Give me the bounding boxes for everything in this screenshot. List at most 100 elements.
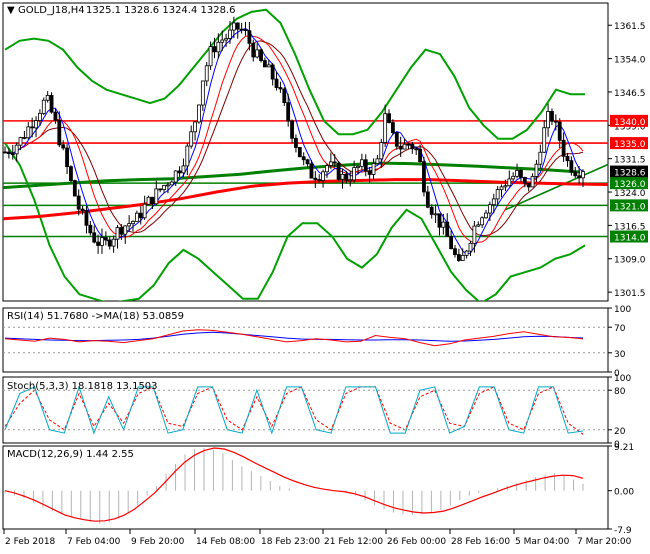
candle-body[interactable] [282, 88, 287, 104]
candle-body[interactable] [92, 232, 97, 243]
candle-body[interactable] [127, 223, 132, 227]
candle-body[interactable] [456, 254, 461, 261]
candle-body[interactable] [317, 179, 322, 181]
candle-body[interactable] [88, 224, 93, 234]
candle-body[interactable] [57, 119, 62, 146]
candle-body[interactable] [286, 102, 291, 122]
candle-body[interactable] [119, 227, 124, 235]
main-pane[interactable] [2, 2, 609, 302]
candle-body[interactable] [212, 46, 217, 53]
candle-body[interactable] [379, 142, 384, 160]
candle-body[interactable] [197, 104, 201, 123]
candle-body[interactable] [84, 209, 89, 226]
candle-body[interactable] [441, 221, 446, 228]
candle-body[interactable] [208, 46, 213, 67]
candle-body[interactable] [231, 22, 236, 31]
candle-body[interactable] [301, 156, 306, 161]
candle-body[interactable] [41, 99, 46, 114]
candle-body[interactable] [49, 95, 54, 113]
candle-body[interactable] [394, 132, 399, 147]
candle-body[interactable] [193, 121, 197, 133]
candle-body[interactable] [220, 39, 225, 43]
candle-body[interactable] [383, 113, 388, 143]
candle-body[interactable] [3, 151, 7, 154]
candle-body[interactable] [181, 165, 186, 174]
candle-body[interactable] [519, 170, 523, 178]
candle-body[interactable] [480, 217, 485, 226]
candle-body[interactable] [538, 151, 543, 165]
candle-body[interactable] [391, 122, 395, 134]
candle-body[interactable] [433, 213, 438, 216]
candle-body[interactable] [418, 148, 422, 163]
candle-body[interactable] [577, 175, 582, 179]
candle-body[interactable] [96, 241, 101, 246]
candle-body[interactable] [581, 171, 585, 179]
candle-body[interactable] [266, 64, 271, 68]
candle-body[interactable] [30, 126, 35, 129]
candle-body[interactable] [247, 30, 252, 44]
candle-body[interactable] [398, 145, 403, 150]
candle-body[interactable] [534, 163, 539, 177]
candle-body[interactable] [422, 161, 426, 193]
candle-body[interactable] [464, 250, 469, 256]
candle-body[interactable] [325, 165, 329, 173]
candle-body[interactable] [251, 42, 256, 58]
candle-body[interactable] [487, 204, 492, 214]
candle-body[interactable] [189, 131, 194, 147]
candle-body[interactable] [115, 227, 120, 240]
candle-body[interactable] [557, 121, 562, 141]
candle-body[interactable] [402, 143, 407, 150]
candle-body[interactable] [410, 143, 415, 150]
candle-body[interactable] [61, 144, 66, 149]
candle-body[interactable] [154, 188, 159, 205]
candle-body[interactable] [100, 237, 104, 246]
candle-body[interactable] [200, 80, 205, 106]
candle-body[interactable] [406, 143, 411, 146]
candle-body[interactable] [542, 127, 547, 153]
candle-body[interactable] [522, 177, 527, 184]
candle-body[interactable] [204, 65, 209, 82]
candle-body[interactable] [80, 208, 85, 211]
candle-body[interactable] [185, 145, 190, 167]
candle-body[interactable] [468, 242, 473, 252]
candle-body[interactable] [255, 49, 260, 58]
trend-line[interactable] [504, 163, 608, 211]
candle-body[interactable] [321, 171, 325, 181]
candle-body[interactable] [69, 166, 73, 181]
candle-body[interactable] [515, 170, 519, 177]
candle-body[interactable] [359, 159, 364, 167]
candle-body[interactable] [344, 173, 349, 181]
candle-body[interactable] [290, 120, 294, 139]
candle-body[interactable] [425, 191, 430, 208]
candle-body[interactable] [445, 221, 450, 237]
candle-body[interactable] [503, 185, 508, 188]
candle-body[interactable] [6, 151, 11, 154]
candle-body[interactable] [131, 220, 135, 225]
candle-body[interactable] [453, 248, 457, 255]
candle-body[interactable] [259, 49, 263, 61]
candle-body[interactable] [177, 170, 182, 174]
candle-body[interactable] [263, 60, 267, 68]
candle-body[interactable] [228, 29, 232, 39]
candle-body[interactable] [72, 180, 77, 197]
candle-body[interactable] [348, 179, 353, 182]
candle-body[interactable] [294, 137, 298, 148]
candle-body[interactable] [356, 165, 360, 169]
candle-body[interactable] [414, 148, 419, 151]
candle-body[interactable] [495, 189, 500, 200]
dropdown-arrow-icon[interactable]: ▼ [7, 5, 15, 16]
candle-body[interactable] [511, 175, 516, 180]
candle-body[interactable] [123, 225, 128, 235]
candle-body[interactable] [476, 224, 481, 227]
candle-body[interactable] [363, 159, 368, 172]
stoch-pane[interactable] [2, 376, 609, 444]
candle-body[interactable] [224, 38, 229, 41]
candle-body[interactable] [328, 161, 333, 166]
candle-body[interactable] [429, 206, 434, 215]
candle-body[interactable] [375, 158, 380, 164]
candle-body[interactable] [561, 139, 566, 157]
candle-body[interactable] [530, 176, 535, 188]
candle-body[interactable] [565, 155, 570, 162]
candle-body[interactable] [297, 147, 302, 158]
